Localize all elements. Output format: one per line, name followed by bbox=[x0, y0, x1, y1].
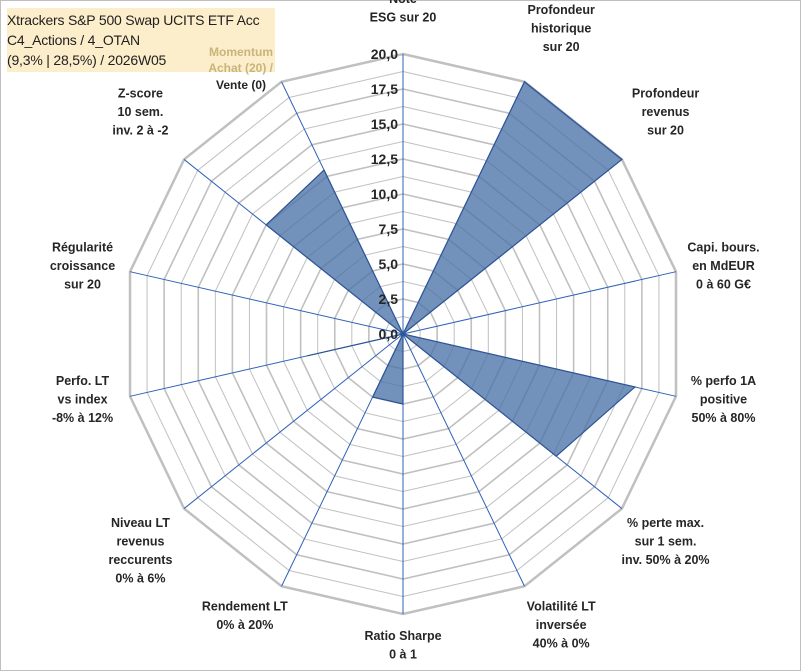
category-label: Niveau LT revenus reccurents 0% à 6% bbox=[108, 516, 172, 586]
category-label-line: revenus bbox=[116, 535, 164, 549]
tick-label: 0,0 bbox=[379, 326, 399, 342]
category-label: % perfo 1A positive 50% à 80% bbox=[691, 374, 756, 425]
category-label-line: historique bbox=[531, 22, 591, 36]
category-label-line: sur 1 sem. bbox=[635, 535, 697, 549]
category-label-line: 0% à 20% bbox=[216, 618, 273, 632]
category-label-line: % perte max. bbox=[627, 516, 704, 530]
momentum-title: Momentum bbox=[209, 45, 273, 59]
category-label-line: Profondeur bbox=[632, 86, 699, 100]
category-label: Note ESG sur 20 bbox=[370, 0, 437, 25]
tick-label: 2,5 bbox=[379, 291, 399, 307]
category-label-line: positive bbox=[700, 393, 747, 407]
category-label-line: Profondeur bbox=[527, 3, 594, 17]
category-label: Rendement LT 0% à 20% bbox=[202, 599, 288, 632]
category-label-line: 0 à 60 G€ bbox=[696, 277, 751, 291]
tick-label: 7,5 bbox=[379, 221, 399, 237]
category-label-line: Z-score bbox=[118, 86, 163, 100]
category-label-line: inversée bbox=[536, 618, 587, 632]
category-label-line: ESG sur 20 bbox=[370, 11, 437, 25]
category-label-line: inv. 50% à 20% bbox=[622, 553, 710, 567]
category-label-line: 40% à 0% bbox=[533, 636, 590, 650]
category-label: Régularité croissance sur 20 bbox=[50, 240, 115, 291]
chart-title-box bbox=[7, 8, 275, 72]
category-label-line: croissance bbox=[50, 259, 115, 273]
category-label-line: Capi. bours. bbox=[687, 240, 759, 254]
category-label-line: Note bbox=[389, 0, 417, 6]
category-label-line: -8% à 12% bbox=[52, 411, 113, 425]
tick-label: 12,5 bbox=[371, 151, 398, 167]
category-label: % perte max. sur 1 sem. inv. 50% à 20% bbox=[622, 516, 710, 567]
category-label-line: Volatilité LT bbox=[527, 599, 596, 613]
category-label: Volatilité LT inversée 40% à 0% bbox=[527, 599, 596, 650]
category-label-line: 0% à 6% bbox=[115, 572, 165, 586]
category-label-line: % perfo 1A bbox=[691, 374, 756, 388]
category-label-line: Niveau LT bbox=[111, 516, 170, 530]
momentum-sell: Vente (0) bbox=[215, 78, 266, 92]
radar-series bbox=[265, 80, 637, 457]
fund-name: Xtrackers S&P 500 Swap UCITS ETF Acc bbox=[7, 12, 260, 28]
category-label-line: vs index bbox=[58, 393, 108, 407]
radar-category-labels: Note ESG sur 20 Profondeur historique sur 20… bbox=[50, 0, 760, 662]
tick-label: 20,0 bbox=[371, 46, 398, 62]
tick-label: 15,0 bbox=[371, 116, 398, 132]
category-label-line: Ratio Sharpe bbox=[364, 629, 441, 643]
category-label-line: sur 20 bbox=[543, 40, 580, 54]
category-label-line: inv. 2 à -2 bbox=[112, 123, 168, 137]
tick-label: 10,0 bbox=[371, 186, 398, 202]
spoke-line bbox=[183, 333, 404, 509]
momentum-buy: Achat (20) / bbox=[208, 61, 273, 75]
radar-tick-labels: 0,0 2,5 5,0 7,5 10,0 12,5 15,0 17,5 20,0 bbox=[371, 46, 398, 342]
spoke-line bbox=[402, 333, 525, 587]
fund-stats: (9,3% | 28,5%) / 2026W05 bbox=[7, 52, 167, 68]
category-label-line: reccurents bbox=[108, 553, 172, 567]
category-label: Profondeur revenus sur 20 bbox=[632, 86, 699, 137]
category-label-line: 50% à 80% bbox=[692, 411, 756, 425]
spoke-line bbox=[402, 271, 677, 335]
category-label-line: sur 20 bbox=[647, 123, 684, 137]
category-label: Profondeur historique sur 20 bbox=[527, 3, 594, 54]
category-label: Capi. bours. en MdEUR 0 à 60 G€ bbox=[687, 240, 759, 291]
category-label-line: Rendement LT bbox=[202, 599, 288, 613]
fund-category: C4_Actions / 4_OTAN bbox=[7, 32, 140, 48]
category-label-line: en MdEUR bbox=[692, 259, 755, 273]
category-label-line: revenus bbox=[642, 105, 690, 119]
tick-label: 5,0 bbox=[379, 256, 399, 272]
category-label-line: Perfo. LT bbox=[56, 374, 110, 388]
category-label-line: Régularité bbox=[52, 240, 113, 254]
category-label: Z-score 10 sem. inv. 2 à -2 bbox=[112, 86, 168, 137]
spoke-line bbox=[129, 271, 404, 335]
category-label-line: 0 à 1 bbox=[389, 648, 417, 662]
tick-label: 17,5 bbox=[371, 81, 398, 97]
category-label: Ratio Sharpe 0 à 1 bbox=[364, 629, 441, 662]
category-label-line: sur 20 bbox=[64, 277, 101, 291]
category-label-line: 10 sem. bbox=[118, 105, 164, 119]
category-label: Perfo. LT vs index -8% à 12% bbox=[52, 374, 113, 425]
